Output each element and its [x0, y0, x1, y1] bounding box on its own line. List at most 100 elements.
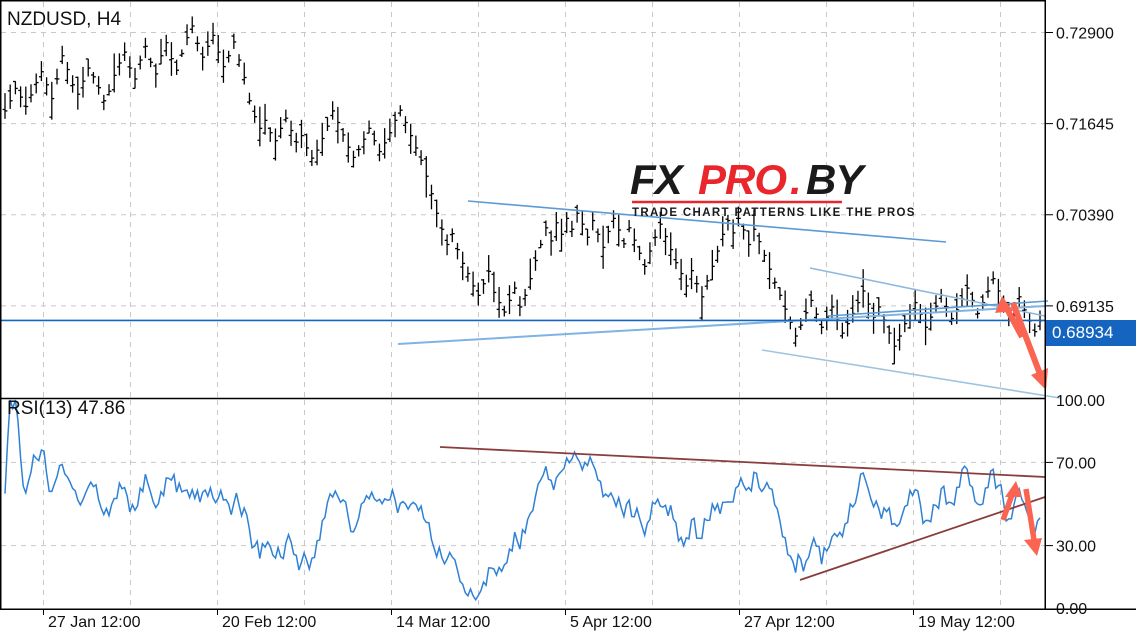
trendline-upper-descending-resistance [467, 200, 947, 243]
ohlc-bar [855, 290, 861, 313]
ohlc-bar [429, 184, 434, 210]
ohlc-bar [949, 312, 954, 325]
ohlc-bar [148, 57, 154, 68]
time-tick-label: 27 Apr 12:00 [744, 614, 835, 631]
ohlc-bar [886, 325, 892, 344]
ohlc-bar [325, 116, 330, 131]
ohlc-bar [621, 238, 627, 249]
ohlc-bar [673, 248, 679, 270]
ohlc-bar [756, 232, 762, 255]
ohlc-bar [80, 66, 86, 98]
ohlc-bar [928, 302, 934, 331]
price-tick-label: 0.70390 [1056, 208, 1114, 225]
ohlc-bar [75, 76, 81, 110]
ohlc-bar [647, 242, 653, 265]
price-tick-label: 0.72900 [1056, 25, 1114, 42]
ohlc-bar [195, 36, 200, 52]
ohlc-bar [527, 258, 533, 290]
ohlc-bar [361, 131, 367, 155]
price-down-arrow-head [1031, 368, 1048, 390]
ohlc-bar [257, 106, 263, 147]
ohlc-bar [96, 76, 102, 95]
watermark-pro: PRO [698, 156, 786, 203]
ohlc-bar [631, 228, 637, 253]
time-tick-label: 27 Jan 12:00 [48, 614, 141, 631]
ohlc-bar [351, 150, 356, 168]
ohlc-bar [267, 127, 273, 142]
ohlc-bar [793, 327, 798, 347]
price-up-arrow-head [995, 296, 1013, 313]
ohlc-bar [163, 34, 169, 57]
ohlc-bar [408, 123, 414, 154]
rsi-up-arrow-head [1005, 481, 1022, 497]
ohlc-bar [288, 120, 294, 146]
ohlc-bar [2, 93, 8, 119]
rsi-down-arrow-head [1024, 538, 1042, 556]
ohlc-bar [699, 286, 705, 321]
ohlc-bar [481, 279, 486, 294]
ohlc-bar [449, 228, 455, 243]
ohlc-bar [689, 257, 694, 290]
ohlc-bar [434, 199, 440, 228]
ohlc-bar [772, 277, 778, 289]
ohlc-bar [475, 282, 481, 306]
ohlc-bar [990, 271, 996, 285]
ohlc-bar [101, 94, 107, 111]
rsi-panel: RSI(13) 47.86 [1, 398, 1046, 608]
ohlc-bar [746, 230, 752, 257]
ohlc-bar [169, 42, 174, 76]
ohlc-bar [174, 59, 180, 75]
ohlc-bar [683, 274, 689, 298]
ohlc-bar [54, 68, 60, 85]
ohlc-bar [356, 145, 362, 157]
trendline-lower-descending-channel [761, 349, 1061, 399]
price-horizontal-gridlines [1, 31, 1045, 307]
rsi-line [4, 399, 1041, 602]
ohlc-bar [127, 56, 133, 78]
ohlc-bar [221, 49, 226, 83]
ohlc-bar [278, 117, 284, 139]
ohlc-bar [715, 245, 720, 263]
ohlc-bar [137, 55, 143, 70]
ohlc-bar [299, 119, 304, 149]
ohlc-bar [839, 322, 845, 339]
time-tick-label: 14 Mar 12:00 [396, 614, 490, 631]
price-arrow-group [995, 296, 1048, 390]
trendline-rsi-descending-resistance [439, 446, 1046, 478]
ohlc-bar [143, 37, 148, 59]
ohlc-bar [517, 296, 523, 317]
ohlc-bar [860, 269, 866, 308]
ohlc-bar [501, 305, 507, 317]
ohlc-bar [460, 251, 466, 281]
ohlc-bar [65, 61, 70, 84]
ohlc-bar [382, 128, 388, 159]
ohlc-bar [273, 128, 278, 161]
rsi-tick-label: 100.00 [1056, 393, 1105, 410]
ohlc-bar [548, 230, 554, 256]
current-price-badge-bg [1046, 320, 1136, 346]
price-panel-title: NZDUSD, H4 [7, 9, 121, 30]
ohlc-bar [283, 109, 289, 123]
price-trendlines [397, 200, 1061, 399]
ohlc-bar [637, 245, 642, 261]
ohlc-bar [231, 33, 237, 49]
price-tick-label: 0.69135 [1056, 299, 1114, 316]
ohlc-bar [262, 103, 268, 135]
ohlc-bar [13, 80, 18, 95]
ohlc-bar [559, 218, 564, 252]
ohlc-bar [18, 86, 24, 108]
ohlc-bar [49, 81, 55, 120]
ohlc-bar [377, 143, 382, 162]
ohlc-bar [371, 130, 377, 146]
ohlc-bar [413, 135, 419, 156]
ohlc-bar [158, 38, 164, 65]
ohlc-bar [777, 287, 783, 301]
ohlc-bar [439, 219, 445, 246]
rsi-axis-labels: 100.00 70.00 30.00 0.00 [1045, 393, 1105, 618]
ohlc-bar [91, 72, 96, 84]
watermark-logo: FX PRO . BY TRADE CHART PATTERNS LIKE TH… [630, 156, 914, 219]
rsi-arrow-group [1000, 481, 1042, 556]
ohlc-bar [226, 50, 232, 63]
rsi-tick-label: 70.00 [1056, 455, 1096, 472]
ohlc-bar [179, 49, 185, 57]
